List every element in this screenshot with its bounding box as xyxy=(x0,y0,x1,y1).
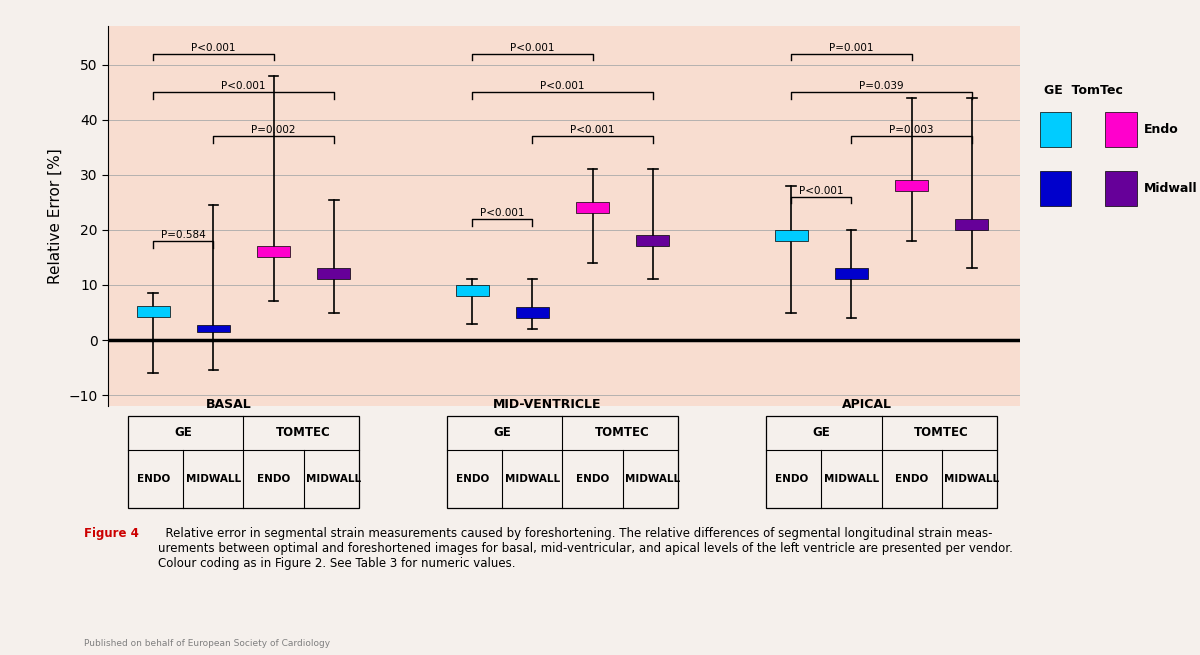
Text: MIDWALL: MIDWALL xyxy=(505,474,560,484)
Y-axis label: Relative Error [%]: Relative Error [%] xyxy=(48,148,62,284)
Text: Relative error in segmental strain measurements caused by foreshortening. The re: Relative error in segmental strain measu… xyxy=(158,527,1013,571)
Text: BASAL: BASAL xyxy=(205,398,251,411)
Bar xyxy=(636,235,670,246)
Text: P<0.001: P<0.001 xyxy=(799,186,844,196)
Text: P=0.584: P=0.584 xyxy=(161,230,205,240)
Text: Midwall: Midwall xyxy=(1145,182,1198,195)
Text: GE  TomTec: GE TomTec xyxy=(1044,84,1123,98)
Bar xyxy=(835,269,868,280)
Bar xyxy=(576,202,610,214)
Text: P=0.002: P=0.002 xyxy=(251,125,295,135)
Bar xyxy=(766,416,997,508)
Text: GE: GE xyxy=(174,426,192,440)
Text: Published on behalf of European Society of Cardiology: Published on behalf of European Society … xyxy=(84,639,330,648)
Text: P<0.001: P<0.001 xyxy=(540,81,584,91)
Text: MID-VENTRICLE: MID-VENTRICLE xyxy=(493,398,601,411)
Bar xyxy=(1105,171,1136,206)
Text: TOMTEC: TOMTEC xyxy=(276,426,331,440)
Bar xyxy=(127,416,359,508)
Text: APICAL: APICAL xyxy=(841,398,892,411)
Text: MIDWALL: MIDWALL xyxy=(306,474,361,484)
Text: P<0.001: P<0.001 xyxy=(570,125,614,135)
Bar xyxy=(1105,112,1136,147)
Text: MIDWALL: MIDWALL xyxy=(944,474,1000,484)
Bar xyxy=(895,180,928,191)
Text: P=0.001: P=0.001 xyxy=(829,43,874,52)
Text: GE: GE xyxy=(812,426,830,440)
Text: MIDWALL: MIDWALL xyxy=(824,474,880,484)
Bar xyxy=(197,325,230,332)
Text: P=0.003: P=0.003 xyxy=(889,125,934,135)
Bar xyxy=(137,306,169,317)
Text: GE: GE xyxy=(493,426,511,440)
Text: MIDWALL: MIDWALL xyxy=(625,474,680,484)
Bar xyxy=(257,246,290,257)
Text: P<0.001: P<0.001 xyxy=(510,43,554,52)
Text: P<0.001: P<0.001 xyxy=(221,81,265,91)
Bar xyxy=(456,285,488,296)
Bar xyxy=(446,416,678,508)
Text: ENDO: ENDO xyxy=(257,474,290,484)
Text: P<0.001: P<0.001 xyxy=(191,43,235,52)
Text: TOMTEC: TOMTEC xyxy=(595,426,650,440)
Text: TOMTEC: TOMTEC xyxy=(914,426,970,440)
Text: ENDO: ENDO xyxy=(775,474,808,484)
Text: MIDWALL: MIDWALL xyxy=(186,474,241,484)
Text: P<0.001: P<0.001 xyxy=(480,208,524,218)
Bar xyxy=(516,307,548,318)
Text: ENDO: ENDO xyxy=(576,474,610,484)
Bar xyxy=(1039,112,1072,147)
Text: P=0.039: P=0.039 xyxy=(859,81,904,91)
Bar xyxy=(317,269,350,280)
Bar xyxy=(775,230,808,241)
Text: ENDO: ENDO xyxy=(895,474,929,484)
Text: Figure 4: Figure 4 xyxy=(84,527,139,540)
Text: ENDO: ENDO xyxy=(456,474,488,484)
Bar xyxy=(955,219,989,230)
Bar xyxy=(1039,171,1072,206)
Text: Endo: Endo xyxy=(1145,123,1180,136)
Text: ENDO: ENDO xyxy=(137,474,169,484)
